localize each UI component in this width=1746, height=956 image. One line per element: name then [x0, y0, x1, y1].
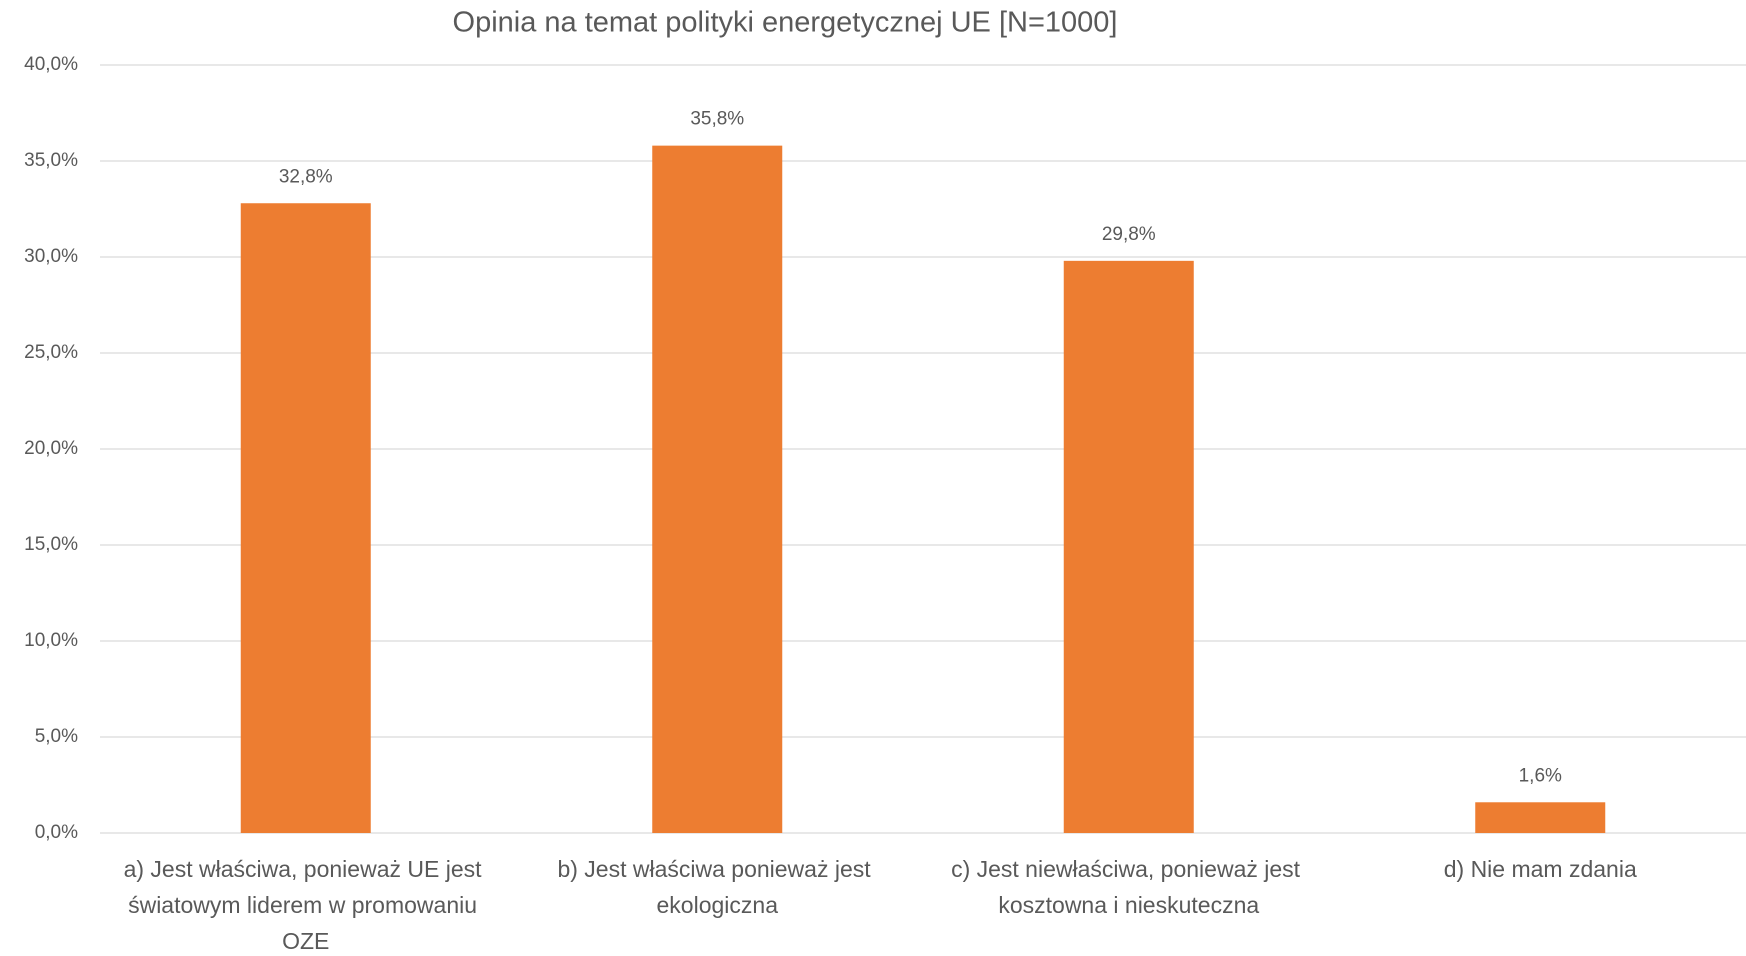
y-tick-label: 15,0% — [24, 534, 78, 555]
x-tick-label: d) Nie mam zdania — [1444, 856, 1637, 882]
data-label: 35,8% — [690, 109, 744, 130]
y-tick-label: 40,0% — [24, 54, 78, 75]
bar — [240, 203, 371, 834]
y-tick-label: 35,0% — [24, 150, 78, 171]
x-tick-label: a) Jest właściwa, ponieważ UE jest świat… — [124, 856, 488, 954]
y-tick-label: 10,0% — [24, 630, 78, 651]
y-tick-label: 25,0% — [24, 342, 78, 363]
bar — [1063, 260, 1194, 834]
data-label: 32,8% — [279, 166, 333, 187]
x-tick-label: b) Jest właściwa ponieważ jest ekologicz… — [557, 856, 877, 918]
data-label: 1,6% — [1519, 765, 1562, 786]
x-tick-label: c) Jest niewłaściwa, ponieważ jest koszt… — [951, 856, 1306, 918]
y-tick-label: 30,0% — [24, 246, 78, 267]
data-label: 29,8% — [1102, 224, 1156, 245]
chart-title: Opinia na temat polityki energetycznej U… — [453, 7, 1118, 39]
y-tick-label: 0,0% — [35, 822, 78, 843]
y-tick-label: 5,0% — [35, 726, 78, 747]
bar — [652, 145, 783, 833]
bar — [1475, 802, 1606, 833]
y-tick-label: 20,0% — [24, 438, 78, 459]
